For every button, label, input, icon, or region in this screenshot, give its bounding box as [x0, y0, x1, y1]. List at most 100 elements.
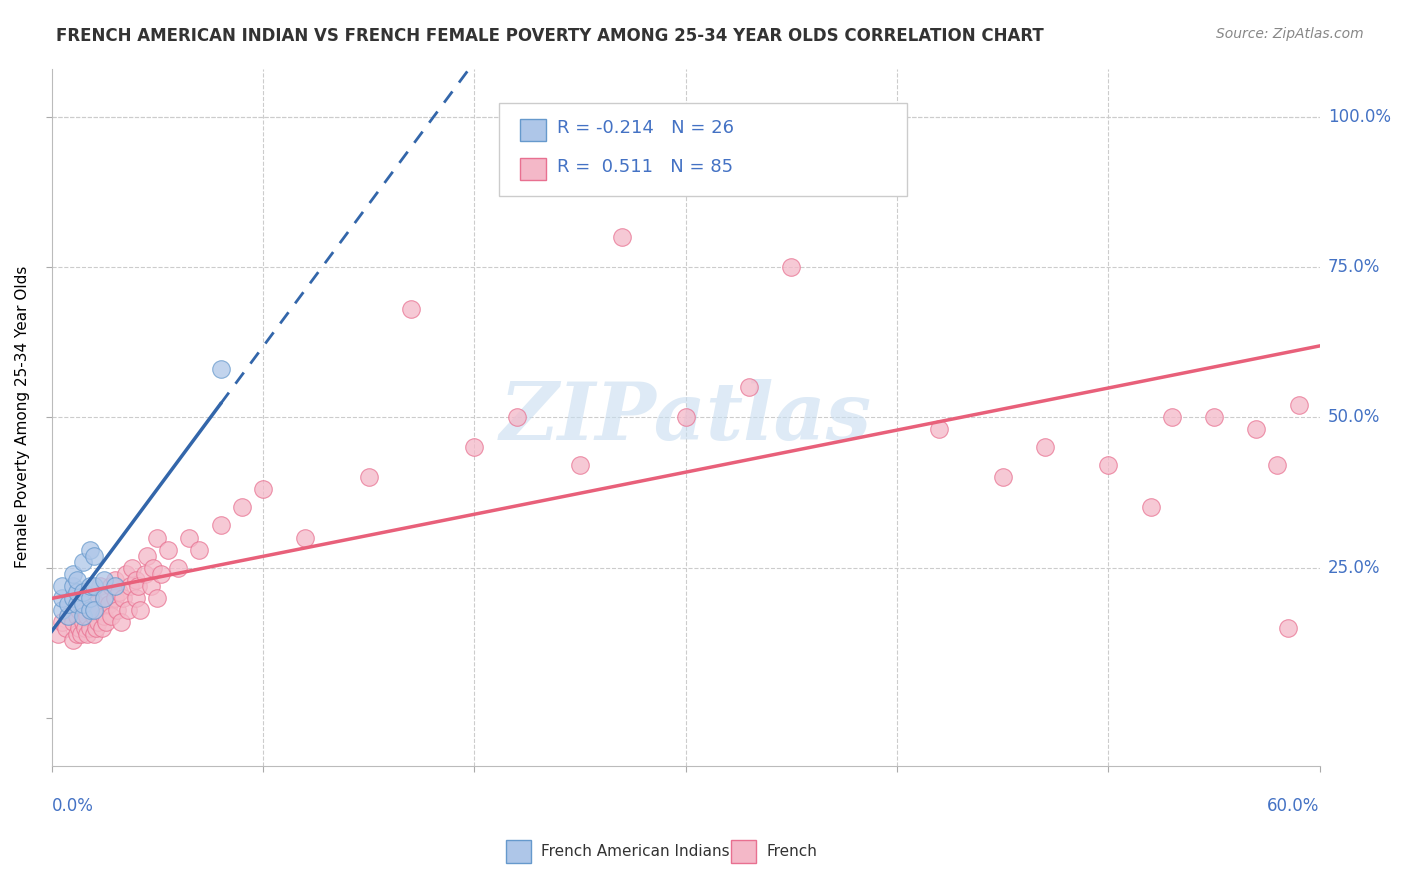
- Point: [125, 573, 148, 587]
- Text: Source: ZipAtlas.com: Source: ZipAtlas.com: [1216, 27, 1364, 41]
- Point: [738, 380, 761, 394]
- Point: [58, 608, 80, 623]
- Point: [110, 615, 132, 629]
- Point: [928, 422, 950, 436]
- Point: [70, 626, 93, 640]
- Point: [80, 591, 103, 605]
- Point: [104, 573, 127, 587]
- Point: [146, 531, 169, 545]
- Point: [91, 621, 114, 635]
- Point: [93, 573, 115, 587]
- Point: [58, 597, 80, 611]
- Point: [66, 608, 89, 623]
- Point: [886, 110, 908, 124]
- Text: 50.0%: 50.0%: [1329, 409, 1381, 426]
- Point: [1097, 458, 1119, 473]
- Point: [97, 597, 120, 611]
- Point: [505, 410, 527, 425]
- Point: [125, 591, 148, 605]
- Point: [117, 602, 139, 616]
- Point: [108, 584, 131, 599]
- Point: [146, 591, 169, 605]
- Point: [83, 626, 105, 640]
- Point: [62, 591, 84, 605]
- Point: [66, 626, 89, 640]
- Text: 0.0%: 0.0%: [52, 797, 93, 814]
- Point: [67, 621, 90, 635]
- Point: [1033, 440, 1056, 454]
- Point: [46, 626, 69, 640]
- Point: [72, 584, 94, 599]
- Point: [357, 470, 380, 484]
- Point: [252, 483, 274, 497]
- Text: FRENCH AMERICAN INDIAN VS FRENCH FEMALE POVERTY AMONG 25-34 YEAR OLDS CORRELATIO: FRENCH AMERICAN INDIAN VS FRENCH FEMALE …: [56, 27, 1045, 45]
- Point: [51, 591, 73, 605]
- Point: [51, 615, 73, 629]
- Point: [79, 579, 101, 593]
- Point: [58, 608, 80, 623]
- Text: French: French: [766, 845, 817, 859]
- Point: [83, 602, 105, 616]
- Point: [231, 500, 253, 515]
- Point: [188, 542, 211, 557]
- Point: [87, 602, 110, 616]
- Text: R = -0.214   N = 26: R = -0.214 N = 26: [557, 119, 734, 136]
- Point: [79, 542, 101, 557]
- Point: [93, 591, 115, 605]
- Point: [83, 579, 105, 593]
- Point: [79, 602, 101, 616]
- Point: [100, 579, 122, 593]
- Point: [72, 597, 94, 611]
- Point: [67, 602, 90, 616]
- Point: [844, 110, 866, 124]
- Point: [72, 597, 94, 611]
- Point: [114, 566, 136, 581]
- Point: [62, 632, 84, 647]
- Y-axis label: Female Poverty Among 25-34 Year Olds: Female Poverty Among 25-34 Year Olds: [15, 266, 30, 568]
- Point: [139, 579, 162, 593]
- Point: [1277, 621, 1299, 635]
- Point: [66, 584, 89, 599]
- Point: [104, 579, 127, 593]
- Point: [1160, 410, 1182, 425]
- Point: [66, 597, 89, 611]
- Text: French American Indians: French American Indians: [541, 845, 730, 859]
- Point: [1288, 398, 1310, 412]
- Point: [156, 542, 179, 557]
- Point: [612, 230, 634, 244]
- Point: [118, 579, 141, 593]
- Point: [100, 608, 122, 623]
- Text: 75.0%: 75.0%: [1329, 258, 1381, 276]
- Point: [51, 579, 73, 593]
- Point: [675, 410, 697, 425]
- Point: [62, 615, 84, 629]
- Point: [463, 440, 485, 454]
- Point: [75, 621, 97, 635]
- Point: [76, 608, 98, 623]
- Text: 25.0%: 25.0%: [1329, 558, 1381, 576]
- Point: [209, 362, 232, 376]
- Point: [79, 602, 101, 616]
- Point: [142, 560, 165, 574]
- Point: [121, 560, 143, 574]
- Point: [51, 602, 73, 616]
- Point: [83, 549, 105, 563]
- Point: [127, 579, 149, 593]
- Point: [55, 621, 77, 635]
- Point: [105, 602, 128, 616]
- Point: [93, 608, 115, 623]
- Point: [72, 615, 94, 629]
- Point: [1202, 410, 1225, 425]
- Text: R =  0.511   N = 85: R = 0.511 N = 85: [557, 158, 733, 176]
- Point: [84, 621, 107, 635]
- Point: [1139, 500, 1161, 515]
- Point: [177, 531, 200, 545]
- Point: [568, 458, 591, 473]
- Point: [399, 301, 422, 316]
- Point: [83, 608, 105, 623]
- Point: [87, 615, 110, 629]
- Point: [79, 591, 101, 605]
- Point: [62, 566, 84, 581]
- Point: [62, 579, 84, 593]
- Point: [72, 608, 94, 623]
